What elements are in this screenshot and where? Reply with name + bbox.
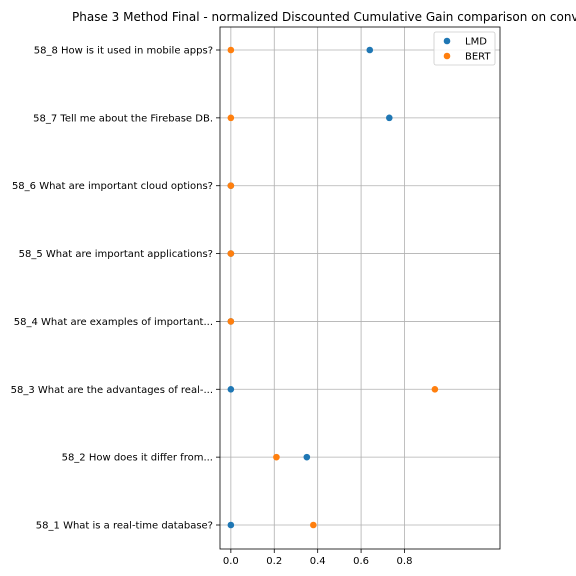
point-lmd	[227, 385, 235, 393]
point-lmd	[366, 46, 374, 54]
x-tick-label: 0.8	[397, 556, 413, 567]
x-tick-label: 0.6	[353, 556, 369, 567]
point-lmd	[303, 453, 311, 461]
y-tick-label: 58_3 What are the advantages of real-...	[11, 385, 213, 396]
y-tick-label: 58_7 Tell me about the Firebase DB.	[33, 113, 213, 124]
chart-title: Phase 3 Method Final - normalized Discou…	[72, 10, 576, 24]
point-bert	[227, 46, 235, 54]
y-tick-label: 58_5 What are important applications?	[19, 249, 213, 260]
point-bert	[227, 114, 235, 122]
grid	[220, 27, 500, 549]
axes-frame	[219, 26, 501, 550]
y-tick-label: 58_2 How does it differ from...	[62, 453, 213, 464]
legend-label-lmd: LMD	[465, 37, 487, 48]
point-bert	[273, 453, 280, 461]
point-lmd	[227, 521, 235, 529]
point-bert	[227, 182, 235, 190]
legend-marker-bert	[443, 52, 451, 60]
point-bert	[227, 250, 235, 257]
point-bert	[431, 385, 439, 393]
point-lmd	[386, 114, 393, 122]
y-tick-label: 58_4 What are examples of important...	[14, 317, 213, 328]
point-bert	[310, 521, 317, 529]
x-axis-ticks: 0.0 0.2 0.4 0.6 0.8	[223, 549, 413, 567]
y-tick-label: 58_6 What are important cloud options?	[12, 181, 213, 192]
data-points	[227, 46, 439, 529]
legend: LMD BERT	[433, 31, 496, 66]
legend-label-bert: BERT	[465, 52, 491, 63]
x-tick-label: 0.2	[266, 556, 282, 567]
legend-marker-lmd	[443, 37, 451, 45]
x-tick-label: 0.0	[223, 556, 239, 567]
y-axis-ticks: 58_1 What is a real-time database? 58_2 H…	[11, 46, 220, 532]
point-bert	[227, 318, 235, 325]
y-tick-label: 58_8 How is it used in mobile apps?	[34, 46, 213, 57]
y-tick-label: 58_1 What is a real-time database?	[36, 521, 213, 532]
x-tick-label: 0.4	[310, 556, 326, 567]
